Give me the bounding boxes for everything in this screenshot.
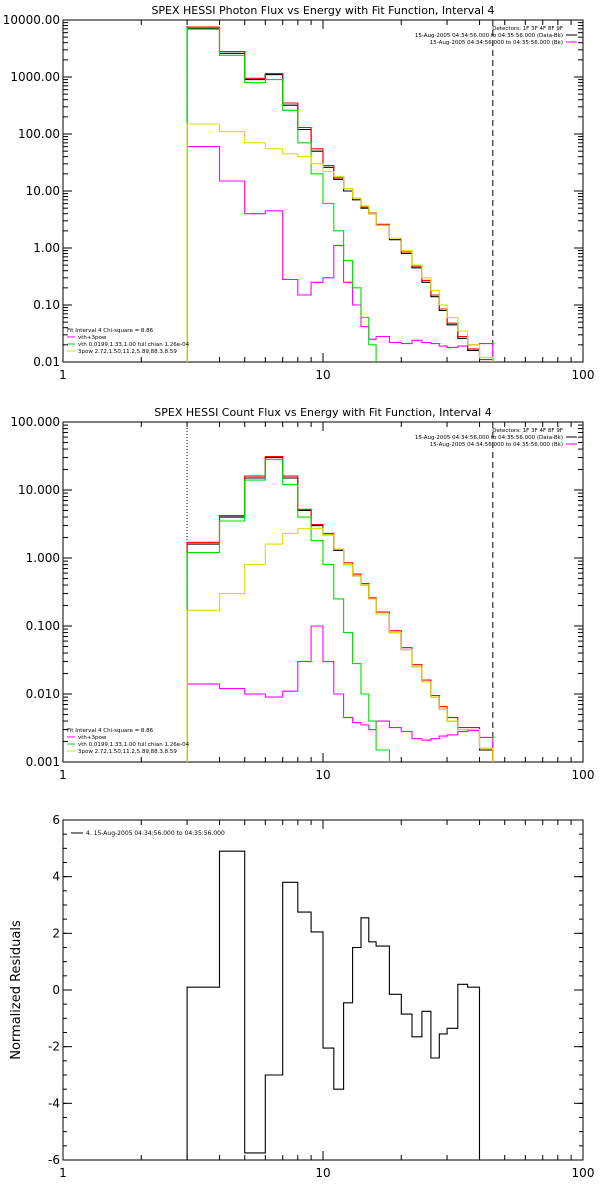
legend-entry: vth 0.0199,1.33,1.00 full chian 1.26e-04 (78, 342, 190, 348)
legend-entry: Detectors: 1F 3F 4F 8F 9F (492, 428, 563, 434)
legend-entry: Fit Interval 4 Chi-square = 8.86 (67, 328, 154, 334)
y-tick-label: 6 (52, 813, 60, 827)
series-line-4-15-aug-2005-04-34-56-000-to- (186, 850, 481, 1160)
x-tick-label: 100 (572, 1166, 595, 1180)
legend-entry: 15-Aug-2005 04:34:56.000 to 04:35:56.000… (430, 442, 563, 448)
x-tick-label: 10 (315, 368, 330, 382)
legend-entry: 3pow 2.72,1.50,11.2,5.89,88.3,8.59 (78, 749, 177, 755)
x-tick-label: 1 (59, 1166, 67, 1180)
y-tick-label: 1000.00 (10, 70, 60, 84)
series-line-vth (186, 27, 377, 362)
chart-panel-1: SPEX HESSI Photon Flux vs Energy with Fi… (3, 4, 595, 382)
chart-panel-3: 1 10 100 -6 -4 -2 0 2 4 6 Normalized Residuals 4. 1… (9, 813, 594, 1180)
legend-entry: 15-Aug-2005 04:34:56.000 to 04:35:56.000… (430, 40, 563, 46)
x-tick-label: 10 (315, 768, 330, 782)
y-tick-label: 100.00 (18, 127, 60, 141)
y-tick-label: 2 (52, 926, 60, 940)
series-line-vth-3pow (186, 26, 494, 362)
series-group (186, 456, 494, 762)
y-tick-label: 0 (52, 983, 60, 997)
y-tick-label: 0.100 (26, 619, 60, 633)
legend-entry: vth+3pow (78, 335, 107, 341)
x-tick-label: 1 (59, 368, 67, 382)
y-tick-label: 1.000 (26, 551, 60, 565)
series-line-3pow (186, 528, 494, 762)
legend-entry: 15-Aug-2005 04:34:56.000 to 04:35:56.000… (415, 435, 563, 441)
y-tick-label: 10.00 (26, 184, 60, 198)
legend-entry: 15-Aug-2005 04:34:56.000 to 04:35:56.000… (415, 33, 563, 39)
y-tick-label: 4 (52, 870, 60, 884)
series-line-3pow (186, 123, 494, 362)
y-tick-label: -4 (48, 1096, 60, 1110)
y-tick-label: -6 (48, 1153, 60, 1167)
series-line-data-bk (186, 457, 494, 762)
series-line-data-bk (186, 28, 494, 362)
x-tick-label: 1 (59, 768, 67, 782)
chart-title: SPEX HESSI Count Flux vs Energy with Fit… (154, 406, 491, 419)
y-tick-label: 0.001 (26, 755, 60, 769)
legend-entry: Detectors: 1F 3F 4F 8F 9F (492, 26, 563, 32)
y-tick-label: 0.010 (26, 687, 60, 701)
legend-entry: vth+3pow (78, 735, 107, 741)
y-tick-label: 10.000 (18, 483, 60, 497)
y-tick-label: 0.01 (33, 355, 60, 369)
legend-entry: vth 0.0199,1.33,1.00 full chian 1.26e-04 (78, 742, 190, 748)
legend-entry: Fit Interval 4 Chi-square = 8.86 (67, 728, 154, 734)
y-tick-label: 10000.00 (3, 13, 60, 27)
y-axis-label: Normalized Residuals (9, 920, 24, 1060)
series-group (186, 850, 481, 1160)
x-tick-label: 100 (572, 368, 595, 382)
legend-entry: 3pow 2.72,1.50,11.2,5.89,88.3,8.59 (78, 349, 177, 355)
legend-entry: 4. 15-Aug-2005 04:34:56.000 to 04:35:56.… (86, 830, 225, 837)
series-line-bk (186, 146, 494, 362)
y-tick-label: 0.10 (33, 298, 60, 312)
x-tick-label: 100 (572, 768, 595, 782)
y-tick-label: 1.00 (33, 241, 60, 255)
y-tick-label: 100.000 (10, 415, 60, 429)
series-group (186, 26, 494, 362)
series-line-vth (186, 459, 390, 762)
series-line-vth-3pow (186, 456, 494, 762)
y-tick-label: -2 (48, 1040, 60, 1054)
x-tick-label: 10 (315, 1166, 330, 1180)
plot-frame (62, 421, 584, 763)
chart-title: SPEX HESSI Photon Flux vs Energy with Fi… (151, 4, 494, 17)
chart-panel-2: SPEX HESSI Count Flux vs Energy with Fit… (10, 406, 595, 782)
series-line-bk (186, 625, 494, 762)
